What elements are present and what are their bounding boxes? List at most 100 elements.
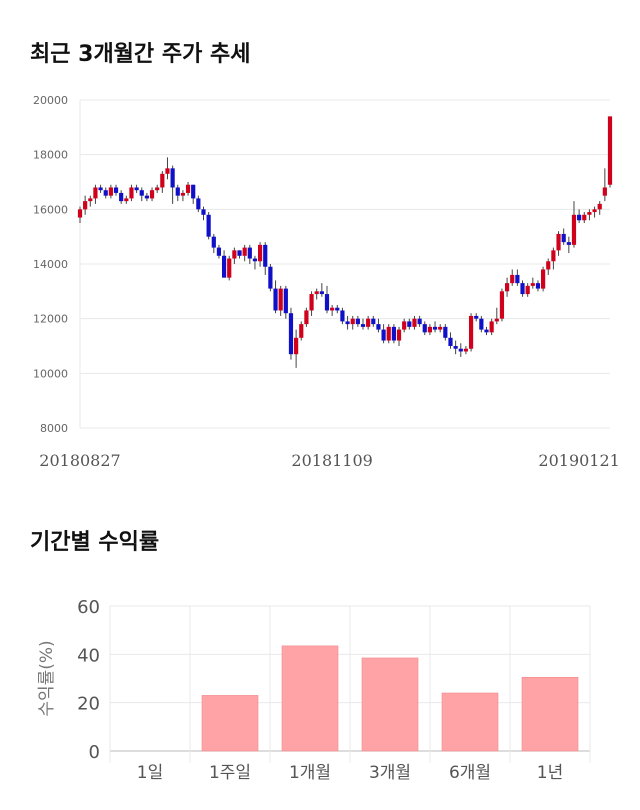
candle-x-tick-label: 20180827 (39, 451, 120, 470)
candle-body (263, 244, 268, 267)
bar-x-tick-label: 1주일 (209, 763, 251, 783)
candle (93, 184, 98, 204)
candle-body (304, 310, 309, 325)
candle (458, 343, 463, 357)
candle-body (386, 326, 391, 341)
candle (319, 283, 324, 297)
candle (309, 291, 314, 316)
candle (216, 244, 222, 259)
candle-body (283, 288, 288, 314)
candle-body (463, 348, 469, 352)
candle-body (371, 318, 376, 325)
candle-x-tick-label: 20190121 (538, 451, 619, 470)
candle-body (504, 283, 510, 292)
bar-y-tick-label: 40 (77, 645, 100, 666)
candle (160, 171, 165, 193)
candle (288, 307, 294, 360)
candle-body (412, 318, 417, 327)
candle-body (191, 184, 196, 199)
candle (180, 190, 186, 202)
candle (515, 269, 520, 286)
candle-body (252, 258, 258, 262)
candle (237, 250, 242, 259)
candle (571, 201, 577, 248)
candle (510, 269, 515, 286)
candle-body (499, 291, 505, 319)
return-bar (361, 657, 419, 752)
candle-body (247, 247, 252, 259)
candle-body (489, 321, 494, 333)
candle-body (556, 233, 561, 251)
candle (360, 318, 366, 330)
candle (422, 321, 427, 336)
candle-body (268, 266, 273, 289)
return-bar (521, 676, 579, 752)
bar-y-tick-label: 0 (89, 742, 100, 763)
candle (124, 195, 129, 204)
candle-body (335, 307, 340, 311)
candle (191, 184, 196, 204)
candle (108, 184, 113, 199)
candle (391, 324, 396, 344)
candle-body (546, 261, 551, 270)
candle (525, 283, 530, 297)
candle-body (165, 168, 170, 174)
candle (330, 305, 335, 316)
candle-body (180, 192, 186, 196)
candle-body (494, 318, 499, 322)
candle-x-tick-label: 20181109 (291, 451, 372, 470)
candle-body (185, 184, 191, 193)
candle-body (113, 187, 119, 193)
return-bar (281, 645, 339, 752)
candle-body (345, 321, 350, 325)
candle (119, 190, 124, 204)
candle (427, 324, 433, 336)
candle-body (448, 337, 453, 346)
candle-body (98, 187, 103, 191)
candle-body (170, 168, 175, 188)
candle-body (288, 313, 294, 355)
candle-body (458, 348, 463, 352)
candle-body (278, 288, 283, 311)
candle (83, 195, 88, 215)
candle (489, 318, 494, 336)
candle-body (319, 291, 324, 295)
candle (453, 340, 458, 355)
candle (98, 184, 103, 193)
candle (304, 307, 309, 327)
candle (376, 318, 381, 333)
candle-body (324, 294, 330, 311)
bar-grid (109, 605, 591, 763)
candle (561, 228, 566, 245)
candle-body (196, 198, 201, 210)
candle (484, 326, 489, 336)
candle (134, 184, 139, 193)
candle-body (453, 346, 458, 349)
candle-body (407, 321, 412, 327)
bars (201, 645, 579, 752)
candle-body (438, 326, 443, 330)
candle-body (535, 283, 541, 289)
candle-body (427, 326, 433, 333)
candle (366, 315, 371, 330)
candle-body (221, 255, 227, 278)
candle (417, 315, 422, 327)
candle (448, 332, 453, 349)
candle (402, 318, 407, 333)
candle (175, 184, 180, 202)
candle-y-tick-label: 8000 (40, 422, 68, 435)
candle-body (175, 187, 180, 196)
bar-x-tick-label: 1년 (537, 763, 563, 783)
candle (345, 315, 350, 330)
candle-body (330, 307, 335, 311)
candle (494, 307, 499, 325)
candle (350, 315, 355, 330)
candle (155, 184, 160, 193)
candles (77, 116, 613, 368)
candle (283, 285, 288, 319)
candle-body (376, 324, 381, 330)
candle-x-axis: 20180827 20181109 20190121 (39, 451, 620, 470)
candle (438, 324, 443, 333)
candle-body (242, 247, 247, 256)
candle (592, 206, 597, 218)
